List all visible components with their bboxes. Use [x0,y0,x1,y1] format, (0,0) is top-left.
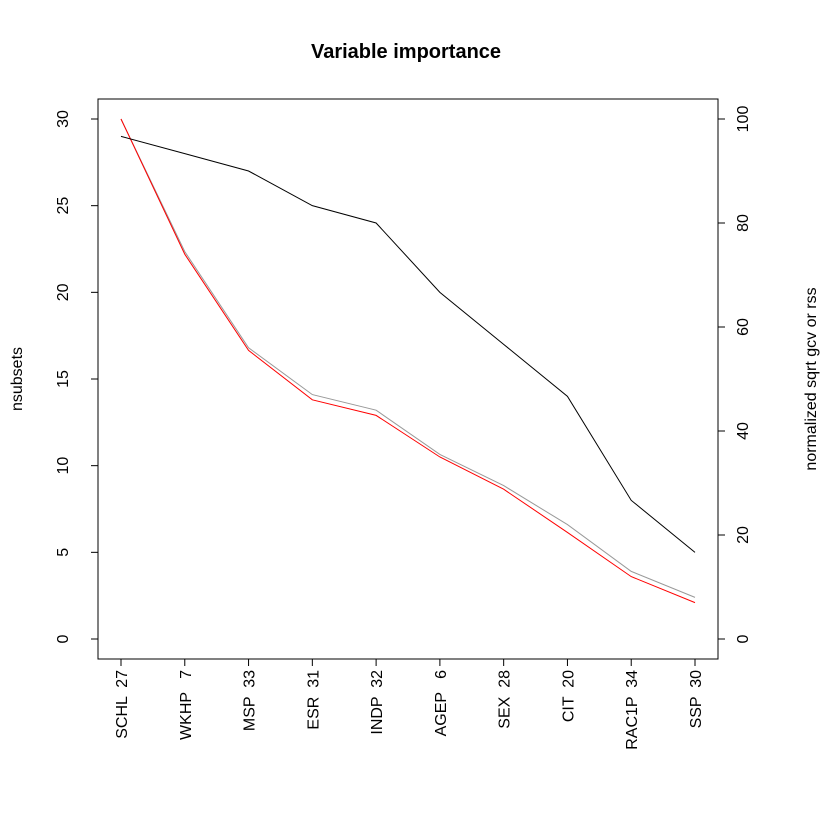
right-tick-label: 80 [735,214,752,232]
x-tick-label: ESR 31 [305,670,322,730]
right-tick-label: 20 [735,526,752,544]
plot-frame [97,98,719,660]
left-tick-label: 30 [55,110,72,128]
left-tick-label: 25 [55,197,72,215]
series-line-1 [120,118,696,598]
x-tick-label: SSP 30 [688,670,705,729]
right-tick-label: 40 [735,422,752,440]
right-tick-label: 60 [735,318,752,336]
series-line-2 [120,118,696,604]
y2-axis-label: normalized sqrt gcv or rss [803,287,820,470]
left-tick-label: 10 [55,457,72,475]
y-axis-label: nsubsets [9,347,26,411]
x-axis: SCHL 27 WKHP 7 MSP 33 ESR 31 INDP 32 AGEP 6 SE… [114,658,705,750]
right-tick-label: 100 [735,106,752,133]
left-tick-label: 5 [55,548,72,557]
right-tick-label: 0 [735,634,752,643]
left-tick-label: 0 [55,634,72,643]
x-tick-label: RAC1P 34 [624,670,641,750]
chart-title: Variable importance [311,41,501,63]
left-tick-label: 15 [55,370,72,388]
series-line-0 [120,135,696,553]
x-tick-label: INDP 32 [369,670,386,735]
x-tick-label: AGEP 6 [433,670,450,737]
x-tick-label: MSP 33 [242,670,259,731]
x-tick-label: SCHL 27 [114,670,131,739]
x-tick-label: SEX 28 [497,670,514,729]
left-y-axis: 0 5 10 15 20 25 30 [55,110,99,643]
left-tick-label: 20 [55,283,72,301]
right-y-axis: 0 20 40 60 80 100 [717,106,752,643]
x-tick-label: WKHP 7 [178,670,195,740]
series-layer [120,118,696,604]
x-tick-label: CIT 20 [560,670,577,722]
